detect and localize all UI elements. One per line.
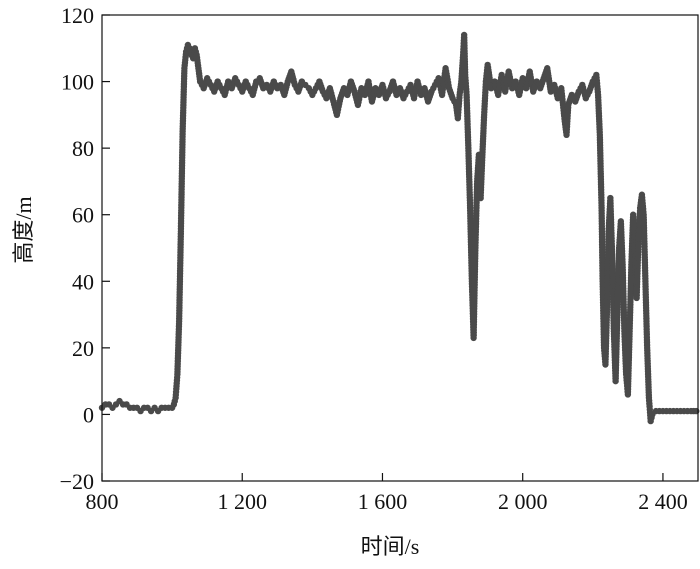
data-points-layer bbox=[98, 31, 700, 425]
y-tick-label: 120 bbox=[61, 3, 94, 28]
x-axis-title: 时间/s bbox=[361, 534, 420, 559]
axis-ticks-layer: 800 1 200 1 600 2 000 2 400 −20 0 20 40 60 80 100 12… bbox=[60, 3, 688, 514]
y-tick-label: 40 bbox=[72, 269, 94, 294]
x-tick-label: 800 bbox=[86, 489, 119, 514]
x-tick-label: 1 600 bbox=[358, 489, 408, 514]
y-tick-label: −20 bbox=[60, 469, 94, 494]
y-tick-label: 20 bbox=[72, 336, 94, 361]
y-tick-label: 0 bbox=[83, 402, 94, 427]
y-axis-title: 高度/m bbox=[11, 196, 36, 263]
plot-area-frame bbox=[101, 14, 699, 482]
x-tick-label: 1 200 bbox=[217, 489, 267, 514]
x-tick-label: 2 000 bbox=[498, 489, 548, 514]
x-tick-label: 2 400 bbox=[638, 489, 688, 514]
y-tick-label: 60 bbox=[72, 203, 94, 228]
y-tick-label: 80 bbox=[72, 136, 94, 161]
y-tick-label: 100 bbox=[61, 70, 94, 95]
